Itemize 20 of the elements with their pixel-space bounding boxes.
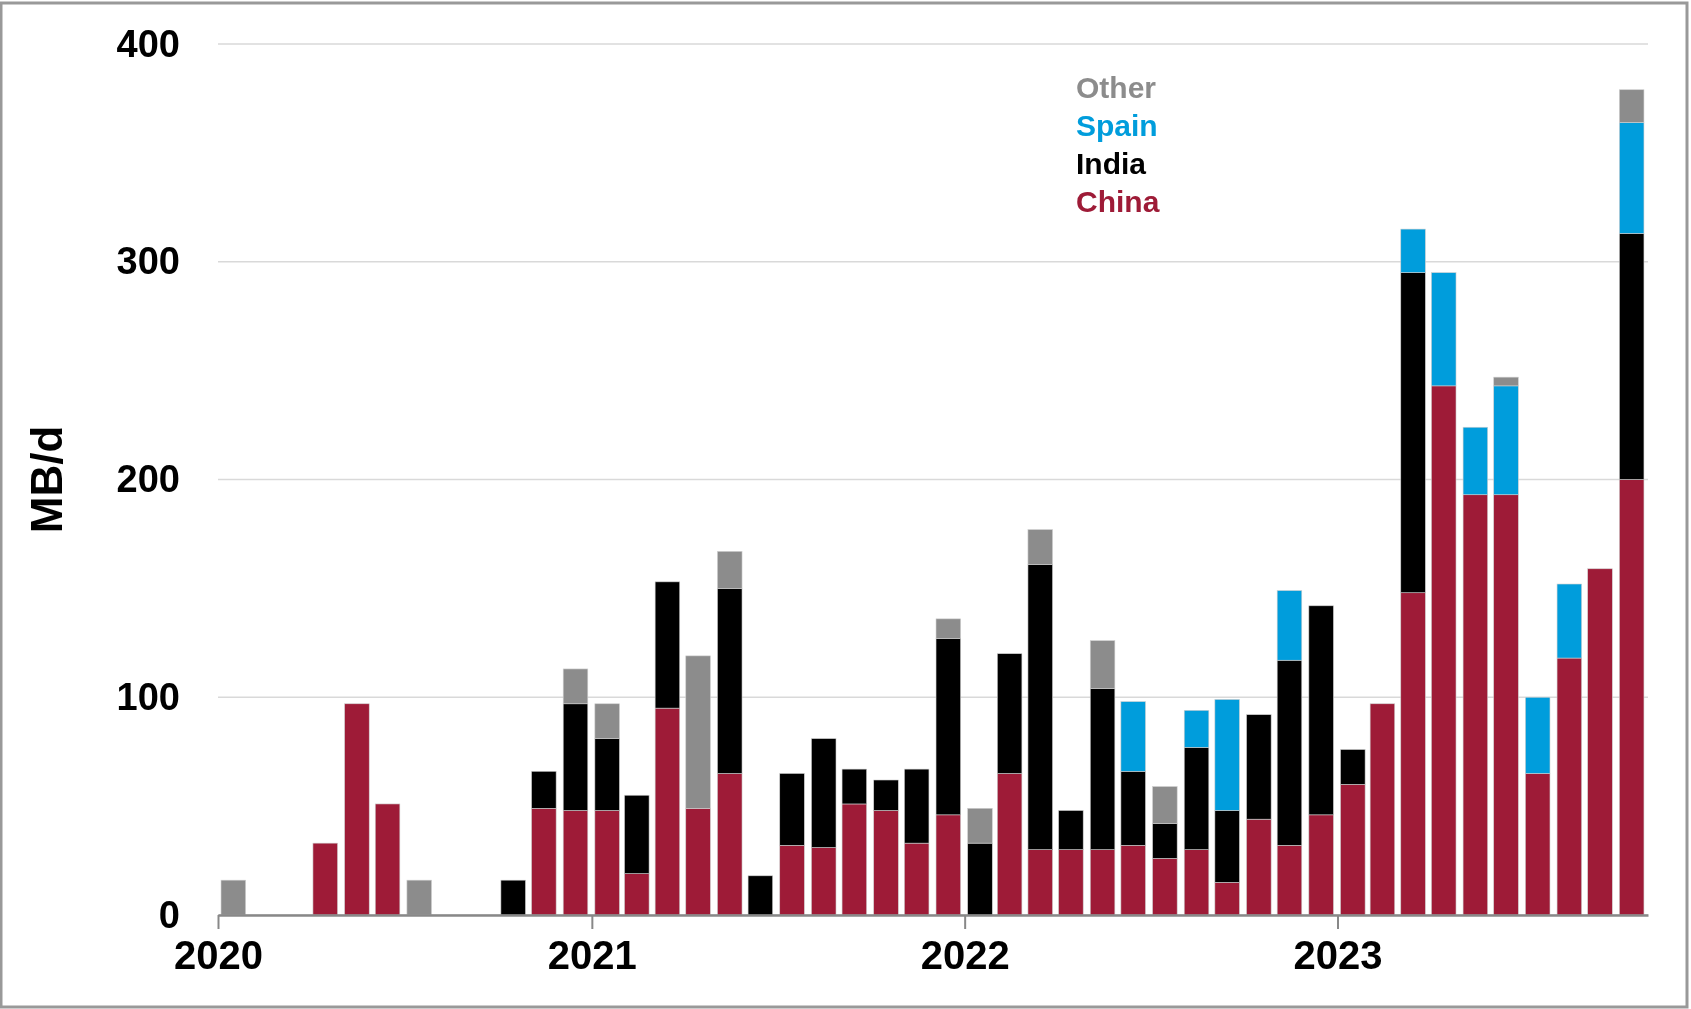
text: Spain: [1076, 109, 1158, 142]
bar: [1369, 703, 1396, 916]
bar: [500, 879, 526, 916]
bar: [344, 703, 370, 916]
y-tick-label: 200: [116, 458, 180, 501]
x-tick-label: 2022: [920, 933, 1010, 978]
bar: [312, 842, 338, 916]
bar: [374, 803, 401, 916]
text: China: [1076, 185, 1160, 218]
y-tick-label: 0: [158, 893, 180, 936]
y-axis-title: MB/d: [22, 425, 71, 534]
y-tick-label: 400: [116, 22, 180, 65]
y-tick-label: 100: [116, 675, 180, 718]
bar: [747, 875, 773, 916]
text: India: [1076, 147, 1147, 180]
y-tick-label: 300: [116, 240, 180, 283]
x-tick-label: 2021: [547, 933, 637, 978]
x-tick-label: 2023: [1293, 933, 1383, 978]
x-tick-label: 2020: [174, 933, 263, 978]
text: Other: [1076, 71, 1157, 104]
